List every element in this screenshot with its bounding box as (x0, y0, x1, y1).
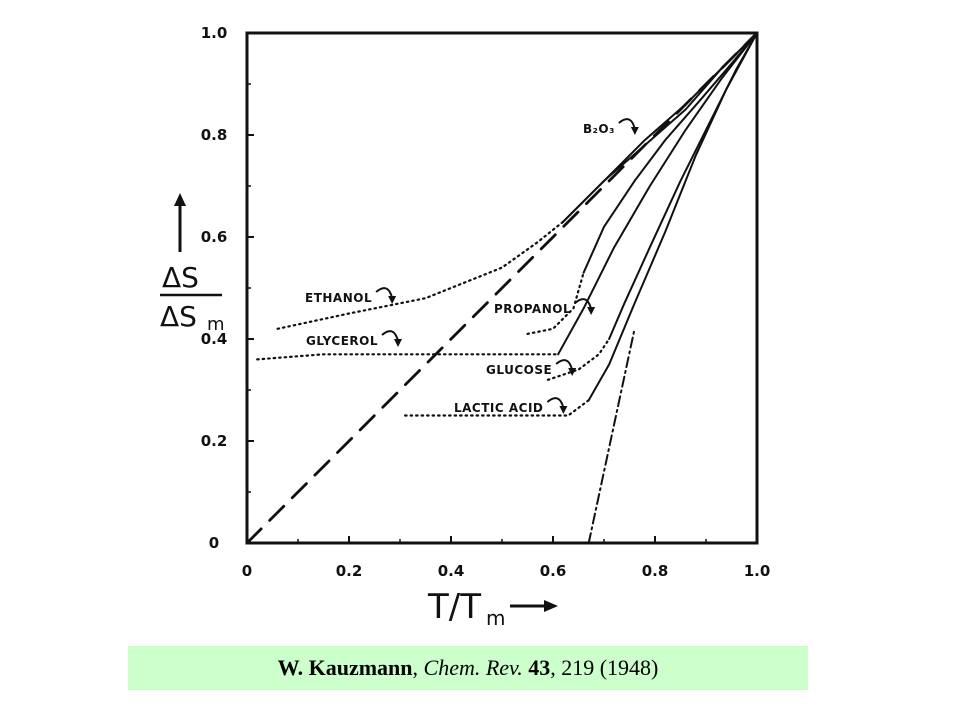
annotation-arrow (555, 359, 574, 371)
citation-rest: , 219 (1948) (550, 655, 659, 680)
y-axis-arrow-head (174, 193, 186, 206)
y-axis-numerator: ΔS (162, 261, 199, 294)
series-line-diagonal (245, 31, 759, 545)
series-line-propanol-liquid (582, 32, 758, 274)
annotation-ethanol: ETHANOL (305, 291, 372, 305)
annotation-arrow-head (559, 406, 568, 414)
series-line-lactic-acid-liquid (587, 32, 758, 402)
citation-journal: Chem. Rev. (423, 655, 523, 680)
annotation-arrow-head (568, 368, 577, 376)
annotation-arrow-head (393, 339, 402, 347)
y-axis-subscript: m (207, 314, 225, 335)
annotation-propanol: PROPANOL (494, 302, 571, 316)
x-axis-label: T/T (427, 587, 481, 627)
y-tick-label: 1.0 (201, 24, 228, 42)
y-tick-label: 0.8 (201, 126, 228, 144)
citation-sep1: , (412, 655, 424, 680)
annotation-arrow (381, 330, 399, 342)
x-axis-subscript: m (486, 606, 505, 630)
annotation-b-o: B₂O₃ (583, 122, 615, 136)
citation-banner: W. Kauzmann, Chem. Rev. 43, 219 (1948) (128, 646, 808, 690)
x-axis-arrow-head (544, 600, 558, 612)
y-tick-label: 0.2 (201, 432, 228, 450)
x-tick-label: 0.2 (336, 562, 363, 580)
series-line-glucose (546, 337, 611, 381)
series-line-lactic-acid (404, 399, 590, 417)
annotation-arrow-head (587, 307, 596, 315)
x-axis-title: T/T m (427, 587, 558, 630)
annotation-arrow-head (630, 127, 639, 135)
kauzmann-entropy-chart: 0 0.2 0.4 0.6 0.8 1.0 0 0.2 0.4 0.6 0.8 1.0 B₂O₃ ETH… (160, 24, 771, 630)
annotation-glucose: GLUCOSE (486, 363, 552, 377)
y-tick-label: 0.4 (201, 330, 228, 348)
tick-labels: 0 0.2 0.4 0.6 0.8 1.0 0 0.2 0.4 0.6 0.8 1.0 (201, 24, 771, 580)
series-line-propanol (526, 271, 585, 335)
annotation-arrow-head (388, 296, 397, 304)
x-tick-label: 0.6 (540, 562, 567, 580)
annotation-glycerol: GLYCEROL (306, 334, 378, 348)
x-tick-label: 0.8 (642, 562, 669, 580)
citation-volume: 43 (528, 655, 551, 680)
series-line-glycerol (256, 353, 560, 361)
annotation-arrow (546, 397, 565, 409)
y-axis-title: ΔS ΔS m (160, 193, 225, 335)
annotation-arrow (574, 298, 593, 310)
series-line-glycerol-liquid (557, 32, 758, 356)
y-axis-denominator: ΔS (160, 300, 197, 333)
y-tick-label: 0 (209, 534, 219, 552)
annotation-arrow (375, 287, 394, 299)
y-tick-label: 0.6 (201, 228, 228, 246)
x-tick-label: 1.0 (744, 562, 771, 580)
annotation-arrow (618, 118, 636, 130)
citation-author: W. Kauzmann (277, 655, 413, 680)
x-tick-label: 0.4 (438, 562, 465, 580)
series-layer (245, 31, 759, 545)
series-line-ethanol (276, 220, 565, 330)
annotations-layer: B₂O₃ ETHANOL GLYCEROL PROPANOL GLUCOSE LACTIC… (305, 118, 639, 415)
series-line-extrapolation (587, 327, 636, 544)
x-tick-label: 0 (242, 562, 252, 580)
annotation-lactic-acid: LACTIC ACID (454, 401, 543, 415)
